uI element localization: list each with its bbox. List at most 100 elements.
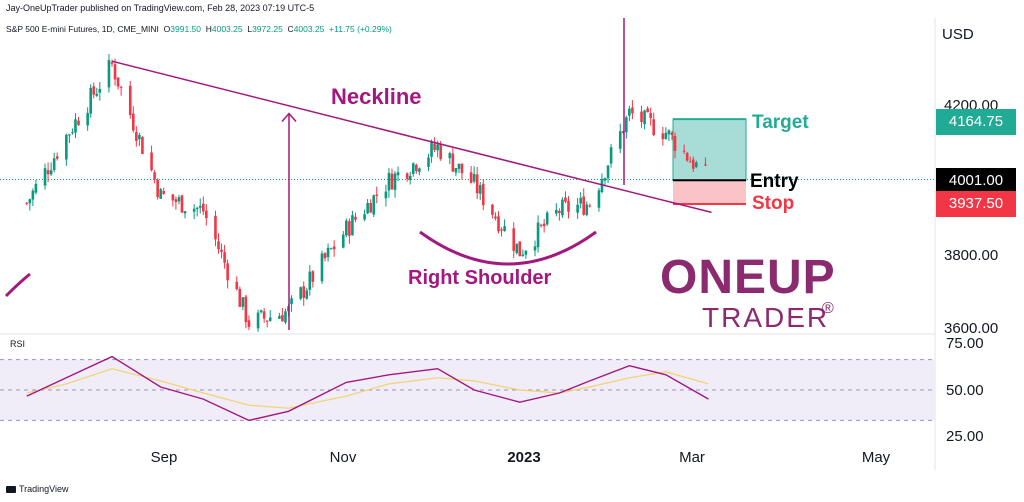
candle-body — [405, 173, 409, 179]
candle-body — [86, 112, 89, 126]
candle-body — [247, 320, 251, 327]
candle-body — [46, 170, 50, 175]
candle-body — [326, 247, 330, 258]
candle-body — [220, 249, 223, 252]
candle-body — [65, 134, 68, 160]
candle-body — [561, 199, 564, 216]
candle-body — [372, 195, 376, 215]
candle-body — [418, 168, 421, 172]
neckline — [111, 60, 712, 214]
candle-body — [131, 113, 135, 131]
symbol-name: S&P 500 E-mini Futures, 1D, CME_MINI — [6, 24, 159, 34]
time-label-nov: Nov — [329, 449, 357, 466]
candle-body — [625, 117, 628, 133]
logo-registered: ® — [822, 300, 834, 317]
candle-body — [366, 202, 369, 214]
candle-body — [682, 150, 686, 152]
candle-body — [393, 173, 397, 190]
ohlc-open: 3991.50 — [170, 24, 201, 34]
candle-body — [320, 253, 324, 282]
candle-body — [618, 131, 622, 149]
candle-body — [588, 205, 592, 207]
candle-body — [503, 226, 506, 231]
candle-body — [116, 77, 120, 87]
candle-body — [631, 107, 634, 114]
candle-body — [415, 164, 418, 172]
candle-body — [664, 132, 668, 139]
candle-body — [430, 142, 433, 157]
candle-body — [241, 297, 245, 307]
candle-body — [555, 209, 558, 214]
candle-body — [609, 147, 613, 164]
candle-body — [265, 320, 269, 322]
price-tick-label: 3800.00 — [944, 247, 999, 264]
candle-body — [469, 172, 473, 183]
candle-body — [691, 159, 695, 169]
candle-body — [235, 281, 239, 290]
currency-label: USD — [942, 26, 974, 43]
stop-annotation: Stop — [752, 193, 795, 214]
candle-body — [171, 194, 175, 201]
candle-body — [390, 173, 394, 190]
candle-body — [387, 172, 391, 191]
candle-body — [500, 229, 503, 231]
logo-line2: TRADER — [702, 302, 830, 333]
ohlc-close: 4003.25 — [293, 24, 325, 34]
candle-body — [180, 195, 184, 213]
target-price-badge: 4164.75 — [936, 109, 1016, 135]
candle-body — [284, 311, 287, 323]
ohlc-low: 3972.25 — [252, 24, 283, 34]
tradingview-footer[interactable]: TradingView — [6, 484, 69, 494]
candle-body — [667, 130, 671, 135]
candle-body — [68, 134, 71, 136]
candle-body — [640, 111, 643, 123]
candle-body — [268, 317, 272, 321]
oneup-trader-logo: ONEUP TRADER ® — [660, 250, 840, 340]
candle-body — [341, 234, 345, 248]
neckline-annotation: Neckline — [331, 84, 422, 109]
logo-line1: ONEUP — [660, 251, 836, 304]
candle-body — [460, 163, 464, 174]
candle-body — [704, 164, 707, 166]
ohlc-close-label: C — [287, 24, 294, 34]
tradingview-brand: TradingView — [19, 484, 69, 494]
candle-body — [55, 156, 59, 159]
candle-body — [536, 222, 540, 248]
target-zone — [672, 118, 747, 181]
candle-body — [427, 157, 430, 167]
candle-body — [628, 108, 631, 116]
time-label-sep: Sep — [150, 449, 178, 466]
candle-body — [98, 88, 102, 93]
candle-body — [259, 310, 263, 313]
candle-body — [262, 311, 266, 319]
candle-body — [223, 252, 226, 263]
candle-body — [156, 180, 159, 198]
candle-body — [351, 215, 354, 236]
candle-body — [150, 152, 153, 171]
candle-body — [354, 216, 357, 220]
candle-body — [454, 168, 458, 173]
candle-body — [603, 178, 607, 181]
candle-body — [436, 144, 439, 151]
candle-body — [539, 224, 543, 226]
candle-body — [643, 110, 646, 125]
target-annotation: Target — [752, 112, 809, 133]
candle-body — [71, 132, 74, 134]
rsi-title: RSI — [10, 339, 26, 349]
candle-body — [558, 210, 561, 214]
candle-body — [217, 241, 220, 250]
candle-body — [174, 199, 178, 203]
ohlc-high: 4003.25 — [211, 24, 243, 34]
candle-body — [411, 163, 415, 174]
candle-body — [201, 203, 205, 212]
candle-body — [141, 136, 144, 155]
candle-body — [77, 120, 80, 126]
candle-body — [582, 196, 586, 215]
publisher-info: Jay-OneUpTrader published on TradingView… — [6, 3, 315, 13]
candle-body — [256, 312, 260, 329]
candle-body — [597, 190, 601, 208]
candle-body — [244, 296, 248, 323]
candle-body — [278, 316, 281, 319]
candle-body — [384, 191, 388, 199]
